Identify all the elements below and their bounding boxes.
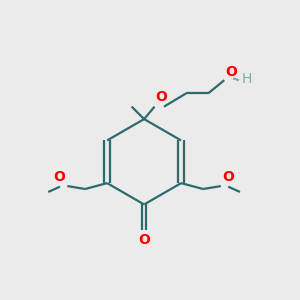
Text: H: H bbox=[242, 72, 252, 86]
Text: O: O bbox=[225, 65, 237, 79]
Text: O: O bbox=[54, 170, 66, 184]
Text: O: O bbox=[138, 233, 150, 247]
Text: O: O bbox=[156, 90, 168, 104]
Text: O: O bbox=[223, 170, 235, 184]
